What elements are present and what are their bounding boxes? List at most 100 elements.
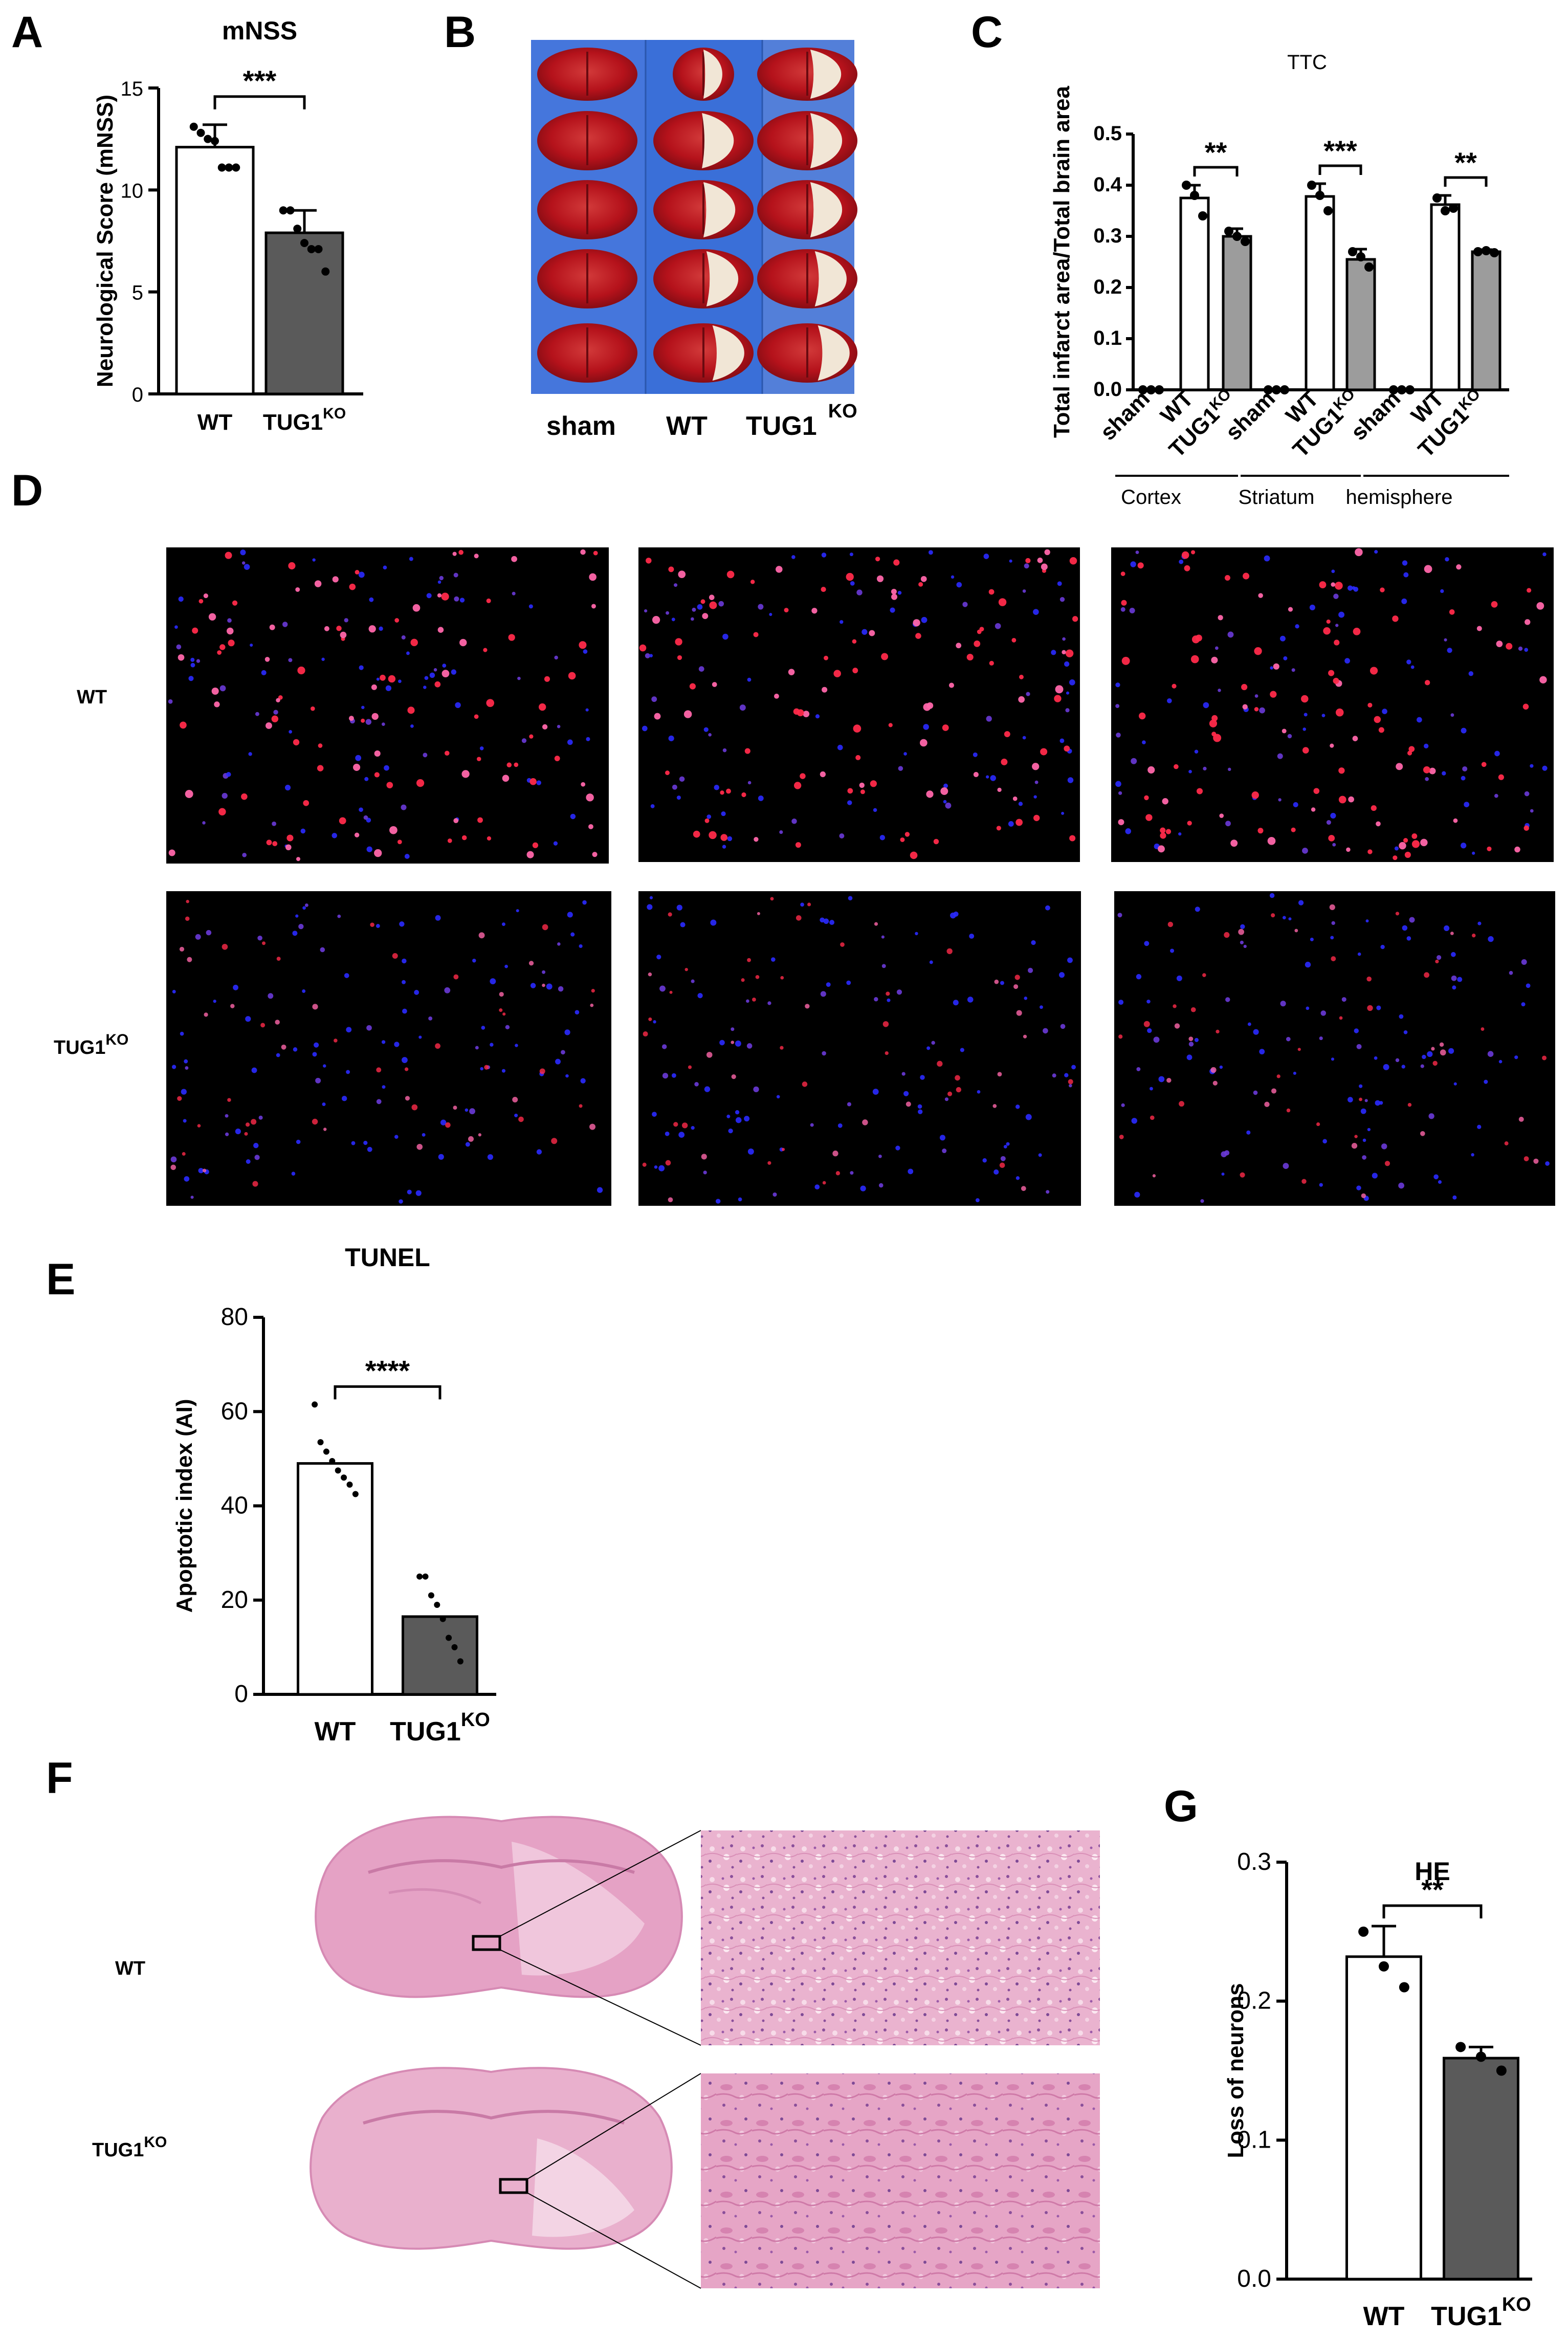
- fluorescence-tunel-cell: [227, 1098, 231, 1102]
- fluorescence-tunel-cell: [669, 990, 673, 994]
- fluorescence-tunel-cell: [665, 1160, 671, 1166]
- fluorescence-nucleus: [332, 833, 337, 838]
- fluorescence-tunel-cell: [788, 669, 795, 675]
- fluorescence-nucleus: [1402, 925, 1408, 931]
- fluorescence-nucleus: [1320, 1010, 1327, 1016]
- fluorescence-tunel-cell: [956, 1087, 962, 1093]
- fluorescence-nucleus: [1008, 821, 1014, 827]
- fluorescence-nucleus: [1428, 1113, 1434, 1119]
- fluorescence-nucleus: [530, 983, 536, 988]
- data-point: [217, 163, 226, 172]
- fluorescence-nucleus: [993, 1169, 999, 1175]
- fluorescence-tunel-cell: [244, 1132, 248, 1136]
- data-point: [1241, 237, 1250, 246]
- fluorescence-nucleus: [295, 914, 299, 918]
- fluorescence-tunel-cell: [1288, 607, 1293, 612]
- data-point: [1449, 204, 1458, 213]
- fluorescence-nucleus: [241, 561, 246, 565]
- fluorescence-tunel-cell: [665, 770, 670, 776]
- fluorescence-nucleus: [465, 1108, 469, 1112]
- fluorescence-tunel-cell: [410, 638, 418, 647]
- fluorescence-nucleus: [1395, 1058, 1400, 1063]
- fluorescence-nucleus: [206, 930, 212, 936]
- fluorescence-tunel-cell: [706, 1052, 713, 1058]
- fluorescence-nucleus: [1254, 694, 1258, 698]
- y-tick-label: 0.2: [1237, 1987, 1271, 2015]
- bar-wt: [1345, 1955, 1422, 2281]
- fluorescence-tunel-cell: [1041, 563, 1048, 570]
- fluorescence-nucleus: [1224, 1150, 1230, 1156]
- fluorescence-nucleus: [810, 1123, 814, 1127]
- fluorescence-nucleus: [437, 580, 441, 584]
- fluorescence-tunel-cell: [977, 629, 982, 634]
- fluorescence-tunel-cell: [992, 1104, 997, 1108]
- fluorescence-nucleus: [292, 931, 298, 936]
- data-point: [1232, 232, 1242, 241]
- data-point: [1280, 385, 1289, 394]
- fluorescence-tunel-cell: [1014, 975, 1020, 980]
- fluorescence-tunel-cell: [512, 1096, 518, 1102]
- fluorescence-tunel-cell: [370, 922, 374, 927]
- fluorescence-nucleus: [351, 1141, 356, 1145]
- fluorescence-nucleus: [401, 804, 407, 810]
- fluorescence-nucleus: [276, 1053, 280, 1057]
- fluorescence-nucleus: [254, 1155, 260, 1160]
- fluorescence-tunel-cell: [453, 974, 459, 980]
- fluorescence-tunel-cell: [355, 570, 360, 575]
- fluorescence-tunel-cell: [1174, 764, 1179, 769]
- fluorescence-tunel-cell: [1527, 588, 1532, 593]
- fluorescence-tunel-cell: [416, 779, 425, 787]
- fluorescence-nucleus: [753, 1086, 759, 1093]
- fluorescence-tunel-cell: [445, 1122, 451, 1128]
- fluorescence-nucleus: [302, 906, 306, 910]
- fluorescence-nucleus: [708, 733, 712, 737]
- fluorescence-nucleus: [1170, 948, 1175, 953]
- fluorescence-nucleus: [268, 993, 274, 999]
- fluorescence-tunel-cell: [1429, 767, 1436, 775]
- fluorescence-nucleus: [521, 738, 527, 743]
- fluorescence-nucleus: [1221, 1172, 1225, 1176]
- fluorescence-tunel-cell: [757, 912, 760, 915]
- fluorescence-tunel-cell: [852, 639, 857, 644]
- fluorescence-tunel-cell: [1072, 616, 1078, 622]
- fluorescence-tunel-cell: [948, 682, 955, 688]
- bar-tug1: [264, 231, 344, 395]
- bar-tug1: [1345, 258, 1376, 391]
- fluorescence-nucleus: [1445, 557, 1449, 562]
- fluorescence-nucleus: [1243, 944, 1247, 948]
- fluorescence-tunel-cell: [1179, 1101, 1185, 1107]
- fluorescence-nucleus: [662, 1073, 669, 1079]
- fluorescence-tunel-cell: [712, 682, 717, 687]
- fluorescence-nucleus: [1022, 589, 1026, 593]
- y-axis-label: Total infarct area/Total brain area: [1049, 86, 1074, 438]
- fluorescence-nucleus: [1406, 659, 1411, 665]
- fluorescence-tunel-cell: [1291, 827, 1296, 832]
- ttc-infarct: [703, 50, 722, 99]
- fluorescence-tunel-cell: [285, 844, 292, 851]
- fluorescence-tunel-cell: [1523, 1156, 1529, 1161]
- fluorescence-tunel-cell: [906, 1101, 911, 1107]
- fluorescence-tunel-cell: [860, 789, 865, 794]
- fluorescence-nucleus: [903, 1091, 909, 1096]
- fluorescence-nucleus: [429, 672, 435, 678]
- fluorescence-nucleus: [227, 618, 232, 623]
- fluorescence-nucleus: [650, 804, 655, 808]
- fluorescence-nucleus: [398, 679, 402, 683]
- fluorescence-nucleus: [1542, 765, 1548, 771]
- fluorescence-nucleus: [1433, 1174, 1439, 1180]
- fluorescence-nucleus: [1000, 1156, 1006, 1161]
- ttc-infarct: [702, 113, 734, 168]
- fluorescence-nucleus: [1227, 631, 1234, 638]
- fluorescence-nucleus: [1444, 925, 1450, 931]
- fluorescence-tunel-cell: [211, 687, 219, 695]
- fluorescence-nucleus: [394, 1135, 399, 1139]
- fluorescence-tunel-cell: [589, 573, 597, 581]
- fluorescence-nucleus: [1450, 713, 1454, 717]
- fluorescence-tunel-cell: [1173, 1004, 1177, 1008]
- fluorescence-tunel-cell: [486, 699, 495, 707]
- data-point: [1356, 252, 1365, 261]
- fluorescence-nucleus: [1298, 900, 1304, 906]
- fluorescence-tunel-cell: [876, 575, 884, 582]
- fluorescence-tunel-cell: [840, 942, 845, 947]
- fluorescence-tunel-cell: [348, 716, 354, 721]
